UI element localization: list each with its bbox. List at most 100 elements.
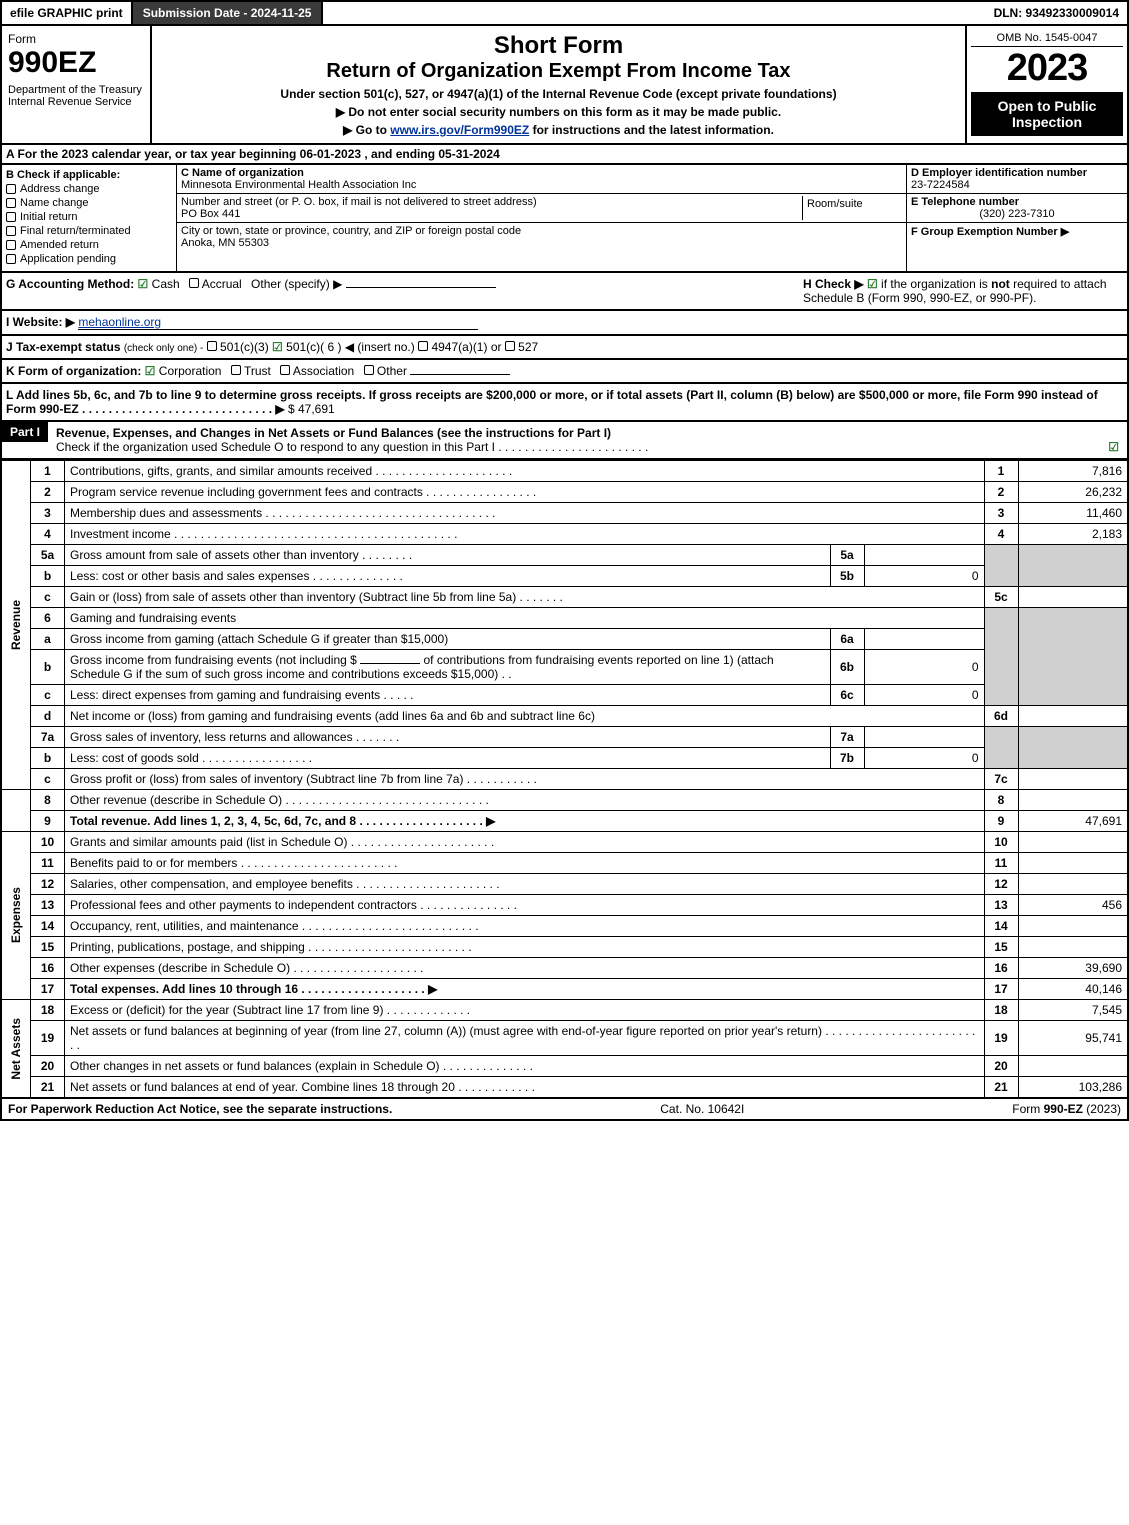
cb-cash-checked[interactable]: ☑	[138, 277, 149, 291]
l5a-sv	[864, 545, 984, 566]
ein-label: D Employer identification number	[911, 167, 1123, 179]
cb-h-checked[interactable]: ☑	[867, 277, 878, 291]
footer-right-prefix: Form	[1012, 1102, 1043, 1116]
l20-num: 20	[31, 1056, 65, 1077]
l16-num: 16	[31, 958, 65, 979]
l6a-sl: 6a	[830, 629, 864, 650]
h-not: not	[991, 277, 1010, 291]
l13-val: 456	[1018, 895, 1128, 916]
l4-lbl: 4	[984, 524, 1018, 545]
l3-val: 11,460	[1018, 503, 1128, 524]
l17-val: 40,146	[1018, 979, 1128, 1000]
l5c-num: c	[31, 587, 65, 608]
section-i: I Website: ▶ mehaonline.org	[0, 311, 1129, 336]
l13-lbl: 13	[984, 895, 1018, 916]
l5c-val	[1018, 587, 1128, 608]
cb-4947[interactable]	[418, 341, 428, 351]
l21-val: 103,286	[1018, 1077, 1128, 1099]
cb-initial-return[interactable]	[6, 212, 16, 222]
info-block: B Check if applicable: Address change Na…	[0, 165, 1129, 273]
l11-desc: Benefits paid to or for members . . . . …	[65, 853, 985, 874]
cb-501c3[interactable]	[207, 341, 217, 351]
l18-num: 18	[31, 1000, 65, 1021]
l17-desc: Total expenses. Add lines 10 through 16 …	[65, 979, 985, 1000]
l18-desc: Excess or (deficit) for the year (Subtra…	[65, 1000, 985, 1021]
cb-corporation-checked[interactable]: ☑	[145, 364, 156, 378]
l6b-blank[interactable]	[360, 663, 420, 664]
cb-association[interactable]	[280, 365, 290, 375]
city-value: Anoka, MN 55303	[181, 237, 902, 249]
cb-501c-checked[interactable]: ☑	[272, 340, 283, 354]
l11-num: 11	[31, 853, 65, 874]
k-other-input[interactable]	[410, 374, 510, 375]
goto-prefix: ▶ Go to	[343, 123, 390, 137]
l10-desc: Grants and similar amounts paid (list in…	[65, 832, 985, 853]
l1-desc: Contributions, gifts, grants, and simila…	[65, 461, 985, 482]
l11-lbl: 11	[984, 853, 1018, 874]
section-gh: G Accounting Method: ☑ Cash Accrual Othe…	[0, 273, 1129, 311]
cb-final-return[interactable]	[6, 226, 16, 236]
l5b-sv: 0	[864, 566, 984, 587]
section-j: J Tax-exempt status (check only one) - 5…	[0, 336, 1129, 360]
l4-desc: Investment income . . . . . . . . . . . …	[65, 524, 985, 545]
group-exemption-label: F Group Exemption Number ▶	[911, 226, 1069, 238]
j-501c3: 501(c)(3)	[220, 340, 269, 354]
title-short-form: Short Form	[158, 32, 959, 60]
irs-link[interactable]: www.irs.gov/Form990EZ	[390, 123, 529, 137]
l20-desc: Other changes in net assets or fund bala…	[65, 1056, 985, 1077]
l9-val: 47,691	[1018, 811, 1128, 832]
ein-value: 23-7224584	[911, 179, 1123, 191]
l14-desc: Occupancy, rent, utilities, and maintena…	[65, 916, 985, 937]
l18-lbl: 18	[984, 1000, 1018, 1021]
goto-note: ▶ Go to www.irs.gov/Form990EZ for instru…	[158, 123, 959, 137]
g-accrual: Accrual	[202, 277, 242, 291]
footer-right-bold: 990-EZ	[1044, 1102, 1083, 1116]
header-right: OMB No. 1545-0047 2023 Open to Public In…	[967, 26, 1127, 143]
l15-lbl: 15	[984, 937, 1018, 958]
l8-lbl: 8	[984, 790, 1018, 811]
department-text: Department of the Treasury Internal Reve…	[8, 84, 144, 108]
phone-label: E Telephone number	[911, 196, 1123, 208]
l3-desc: Membership dues and assessments . . . . …	[65, 503, 985, 524]
l13-num: 13	[31, 895, 65, 916]
efile-label[interactable]: efile GRAPHIC print	[2, 2, 131, 24]
cb-527[interactable]	[505, 341, 515, 351]
l7b-sl: 7b	[830, 748, 864, 769]
city-label: City or town, state or province, country…	[181, 225, 902, 237]
lbl-amended-return: Amended return	[20, 239, 99, 251]
l2-lbl: 2	[984, 482, 1018, 503]
col-d-identifiers: D Employer identification number 23-7224…	[907, 165, 1127, 271]
l19-lbl: 19	[984, 1021, 1018, 1056]
part1-check-note: Check if the organization used Schedule …	[56, 440, 648, 454]
l6-desc: Gaming and fundraising events	[65, 608, 985, 629]
cb-address-change[interactable]	[6, 184, 16, 194]
tax-year: 2023	[971, 47, 1123, 90]
j-527: 527	[518, 340, 538, 354]
cb-other-org[interactable]	[364, 365, 374, 375]
cb-accrual[interactable]	[189, 278, 199, 288]
l7c-lbl: 7c	[984, 769, 1018, 790]
l14-num: 14	[31, 916, 65, 937]
l4-num: 4	[31, 524, 65, 545]
l14-lbl: 14	[984, 916, 1018, 937]
l5c-desc: Gain or (loss) from sale of assets other…	[65, 587, 985, 608]
l6a-sv	[864, 629, 984, 650]
footer-right: Form 990-EZ (2023)	[1012, 1102, 1121, 1116]
l8-desc: Other revenue (describe in Schedule O) .…	[65, 790, 985, 811]
cb-schedule-o-checked[interactable]: ☑	[1108, 440, 1119, 454]
part1-title-text: Revenue, Expenses, and Changes in Net As…	[56, 426, 611, 440]
header-left: Form 990EZ Department of the Treasury In…	[2, 26, 152, 143]
l9-lbl: 9	[984, 811, 1018, 832]
street-value: PO Box 441	[181, 208, 802, 220]
part1-table: Revenue 1 Contributions, gifts, grants, …	[0, 460, 1129, 1099]
cb-amended-return[interactable]	[6, 240, 16, 250]
cb-name-change[interactable]	[6, 198, 16, 208]
l6-shade	[984, 608, 1018, 706]
col-c-org-info: C Name of organization Minnesota Environ…	[177, 165, 907, 271]
l6a-num: a	[31, 629, 65, 650]
g-other-input[interactable]	[346, 287, 496, 288]
website-link[interactable]: mehaonline.org	[78, 315, 478, 330]
cb-application-pending[interactable]	[6, 254, 16, 264]
cb-trust[interactable]	[231, 365, 241, 375]
k-trust: Trust	[244, 364, 271, 378]
